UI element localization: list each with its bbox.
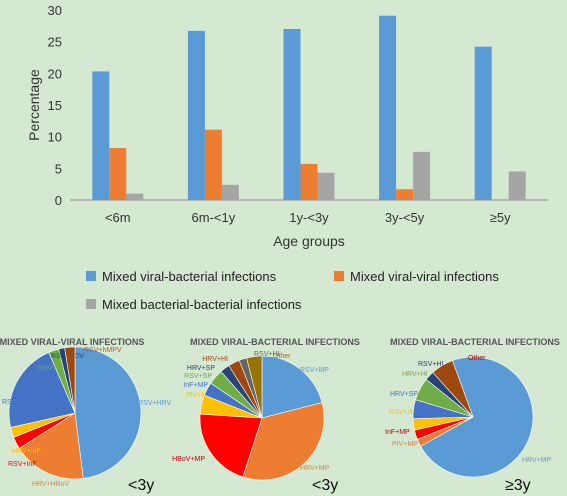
pie-slice-label: RSV+MP [300,367,329,374]
y-axis-title: Percentage [26,69,42,141]
pie-title: MIXED VIRAL-BACTERIAL INFECTIONS [390,337,560,347]
legend-label: Mixed bacterial-bacterial infections [102,297,302,312]
y-tick-label: 30 [48,3,62,18]
bar [396,189,414,200]
pie-slice-label: RSV+HRV [138,400,171,407]
pie-slice-label: PIV+MP [186,392,212,399]
pie-slice-label: RSV+SP [389,409,417,416]
pie-slice-label: HRV+HI [402,371,428,378]
x-tick-label: ≥5y [490,210,511,225]
pie-slice-label: HRV+HBoV [32,481,69,488]
pie-slice-label: InF+MP [183,382,208,389]
legend-label: Mixed viral-bacterial infections [102,269,277,284]
x-tick-label: <6m [105,210,131,225]
pie-slice-label: HRV+HI [202,356,228,363]
pie-chart: MIXED VIRAL-BACTERIAL INFECTIONS RSV+MP HR… [172,337,360,494]
pie-chart: MIXED VIRAL-BACTERIAL INFECTIONS HRV+MP PI… [385,337,560,494]
age-group-label: <3y [128,477,154,494]
pie-slice [261,355,323,419]
bar [283,29,301,200]
y-tick-label: 25 [48,35,62,50]
legend-swatch [86,271,96,281]
pie-slice-label: Other [468,355,486,362]
pie-slice-label: RSV+SP [184,373,212,380]
pie-title: MIXED VIRAL-BACTERIAL INFECTIONS [190,337,360,347]
pie-slice-label: PIV+MP [392,441,418,448]
legend-swatch [86,299,96,309]
x-tick-label: 1y-<3y [289,210,329,225]
bar [92,71,110,200]
x-tick-label: 6m-<1y [192,210,236,225]
y-tick-label: 10 [48,130,62,145]
pie-slice [420,356,534,478]
pie-slice-label: RSV+InF [8,461,37,468]
y-tick-label: 5 [55,161,62,176]
bar [204,129,222,200]
pie-title: MIXED VIRAL-VIRAL INFECTIONS [0,337,144,347]
bar [317,172,335,200]
legend-swatch [334,271,344,281]
pie-slice-label: RSV+PIV [38,365,68,372]
y-tick-label: 0 [55,193,62,208]
pie-slice-label: HRV+MP [300,465,330,472]
pie-slice [8,352,76,428]
legend: Mixed viral-bacterial infections Mixed vi… [86,269,499,312]
age-group-label: <3y [312,477,338,494]
pie-slice [246,355,263,419]
x-axis-title: Age groups [273,233,345,249]
pie-slice [64,346,76,414]
bar [126,193,144,200]
bar [413,151,431,200]
pie-slice-label: Other [273,353,291,360]
x-tick-label: 3y-<5y [385,210,425,225]
pie-slice-label: HRV+InF [12,448,41,455]
pie-slice-label: RSV+HI [418,361,444,368]
pie-slice [432,360,474,418]
bar [474,46,492,200]
bar [109,148,127,200]
bar [508,171,526,200]
pie-slice [199,413,263,478]
age-group-label: ≥3y [505,477,531,494]
pie-chart: MIXED VIRAL-VIRAL INFECTIONS RSV+HRV HRV+H… [0,337,171,494]
bar-chart: 0 5 10 15 20 25 30 <6m 6m-<1y 1y-<3y 3y-<5y ≥5y Age … [26,3,548,249]
pie-slice-label: HRV+SP [390,391,418,398]
pie-slice-label: HRV+MP [522,457,552,464]
y-tick-label: 15 [48,98,62,113]
y-tick-label: 20 [48,66,62,81]
bar [379,15,397,201]
bar [187,30,205,201]
pie-slice-label: RSV+hMPV [84,347,122,354]
pie-slice [74,346,142,479]
bar [300,163,318,200]
pie-slice [242,402,325,481]
pie-slice-label: HRV+SP [187,365,215,372]
pie-slice-label: RSV+HBoV [2,399,39,406]
pie-slice-label: InF+MP [385,429,410,436]
bar [221,184,239,200]
legend-label: Mixed viral-viral infections [350,269,499,284]
pie-slice-label: RSV+HI [254,351,280,358]
pie-slice-label: HBoV+MP [172,456,205,463]
pie-slice [18,412,84,480]
